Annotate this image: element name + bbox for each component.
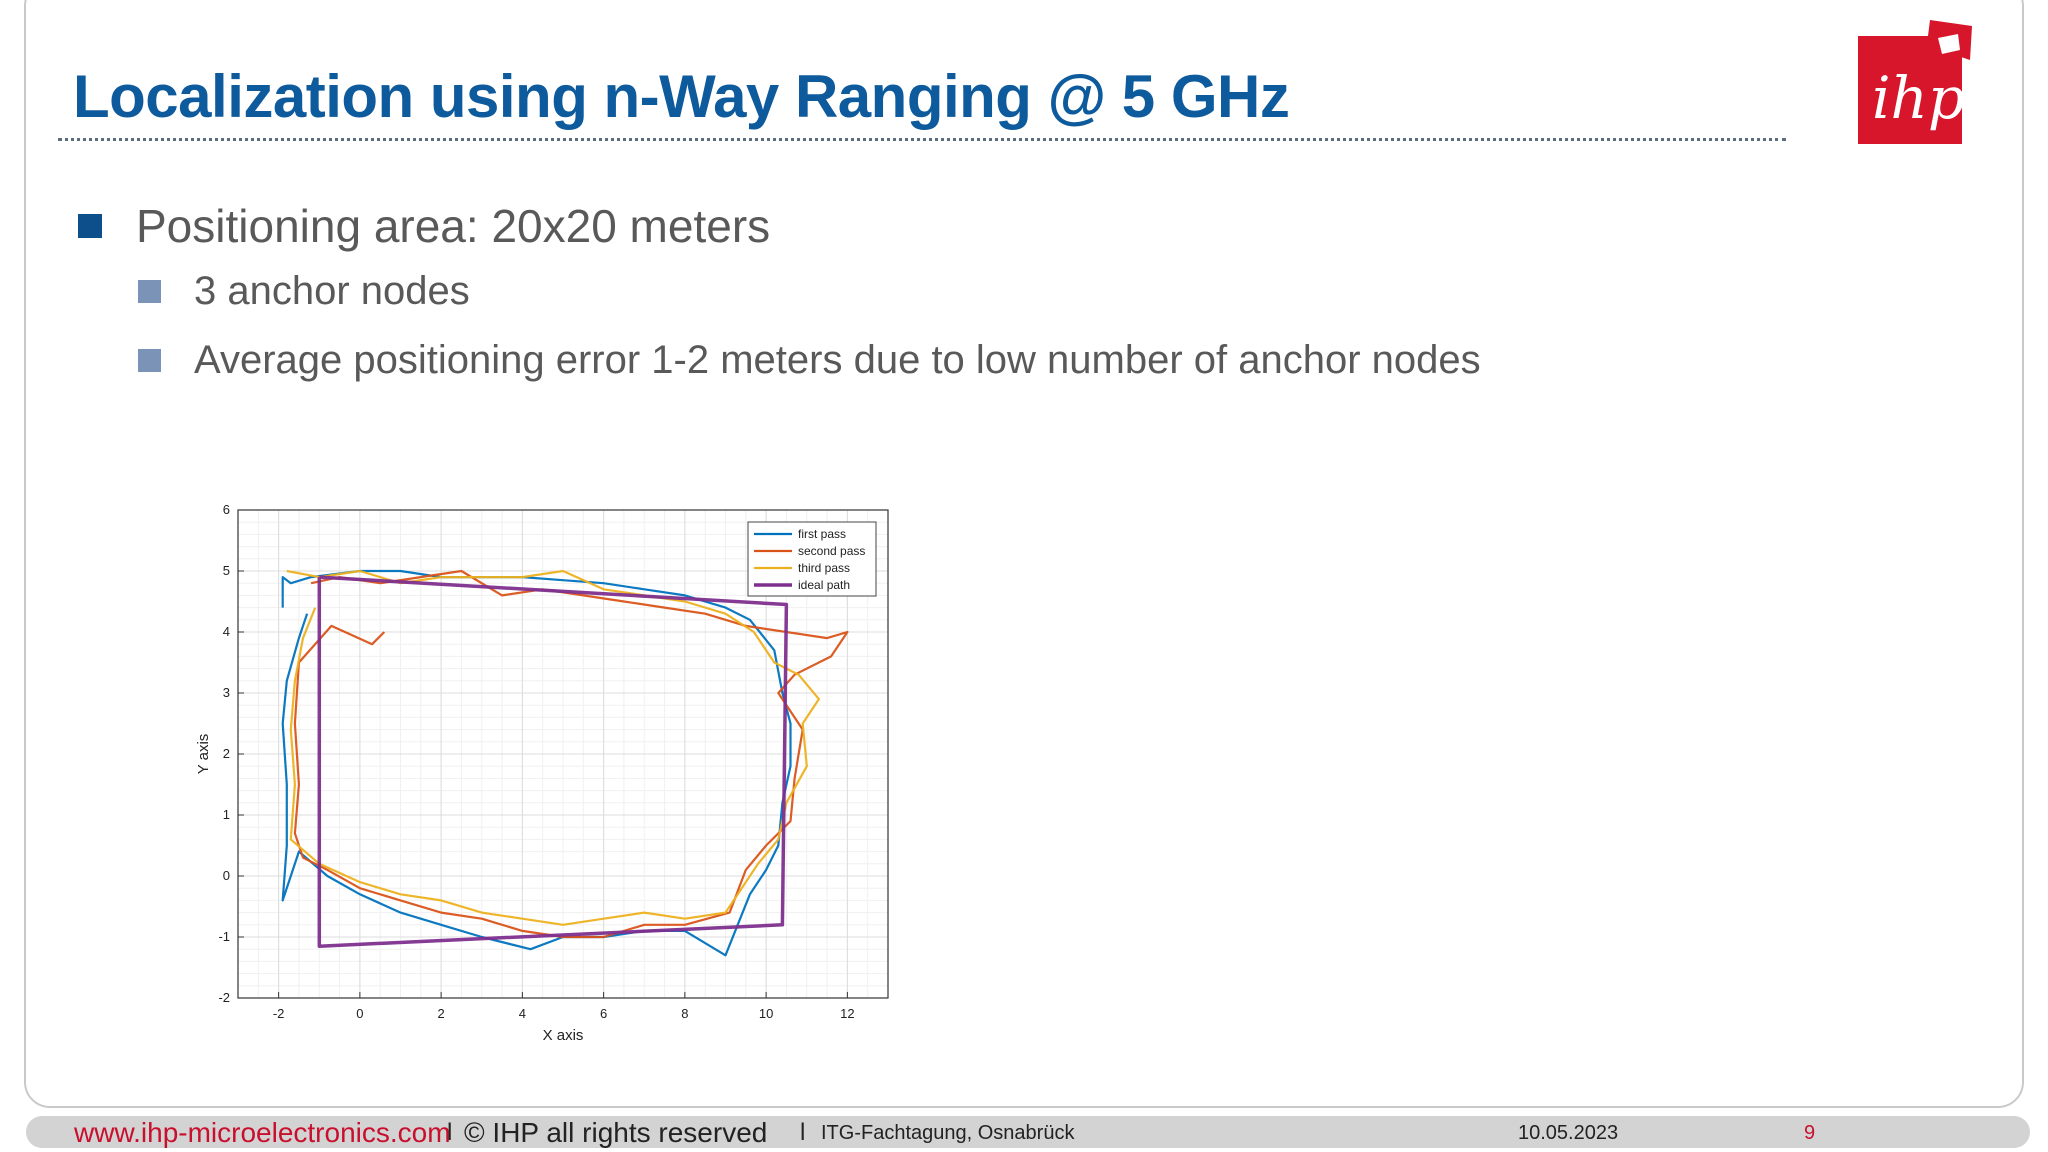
bullet-square-icon [138, 279, 161, 303]
x-tick-label: 10 [759, 1006, 773, 1021]
y-axis-label: Y axis [195, 734, 212, 775]
footer-separator: l [800, 1119, 806, 1146]
x-tick-label: -2 [273, 1006, 285, 1021]
series-line-4 [317, 575, 789, 948]
y-tick-label: 2 [223, 746, 230, 761]
footer-event: ITG-Fachtagung, Osnabrück [821, 1122, 1075, 1144]
footer-copyright: © IHP all rights reserved [464, 1117, 768, 1148]
series-line-1 [281, 569, 792, 957]
legend-label: first pass [798, 527, 846, 541]
slide-title: Localization using n-Way Ranging @ 5 GHz [73, 63, 1290, 130]
footer-bar [26, 1116, 2030, 1148]
footer-date: 10.05.2023 [1518, 1122, 1619, 1144]
footer-separator: l [447, 1119, 453, 1146]
y-tick-label: 1 [223, 807, 230, 822]
y-tick-label: 6 [223, 502, 230, 517]
x-tick-label: 6 [600, 1006, 607, 1021]
bullet-main: Positioning area: 20x20 meters [78, 198, 770, 254]
y-tick-label: 4 [223, 624, 230, 639]
x-tick-label: 12 [840, 1006, 854, 1021]
x-tick-label: 0 [356, 1006, 363, 1021]
legend-label: third pass [798, 561, 850, 575]
chart-series [281, 569, 849, 957]
bullet-square-icon [138, 348, 161, 372]
legend-label: second pass [798, 544, 865, 558]
series-line-3 [286, 569, 821, 926]
title-divider [58, 138, 1786, 141]
series-line-2 [293, 569, 849, 939]
logo-text: ihp [1872, 64, 1965, 132]
x-axis-label: X axis [543, 1027, 584, 1044]
x-tick-label: 8 [681, 1006, 688, 1021]
footer-website-link[interactable]: www.ihp-microelectronics.com [74, 1117, 451, 1148]
bullet-sub-2: Average positioning error 1-2 meters due… [138, 336, 1481, 384]
ihp-logo: ihp [1858, 20, 1972, 144]
bullet-sub-text: Average positioning error 1-2 meters due… [194, 337, 1481, 382]
legend-label: ideal path [798, 578, 850, 592]
y-tick-label: -2 [218, 990, 230, 1005]
slide-frame [24, 0, 2024, 1108]
bullet-main-text: Positioning area: 20x20 meters [136, 200, 771, 252]
bullet-sub-text: 3 anchor nodes [194, 268, 470, 313]
y-tick-label: 3 [223, 685, 230, 700]
x-tick-label: 2 [438, 1006, 445, 1021]
footer-page-number: 9 [1804, 1122, 1816, 1144]
bullet-square-icon [78, 214, 102, 238]
bullet-sub-1: 3 anchor nodes [138, 267, 470, 315]
x-tick-label: 4 [519, 1006, 526, 1021]
y-tick-label: -1 [218, 929, 230, 944]
y-tick-label: 0 [223, 868, 230, 883]
chart-legend: first pass second pass third pass ideal pat… [747, 521, 877, 597]
y-tick-label: 5 [223, 563, 230, 578]
